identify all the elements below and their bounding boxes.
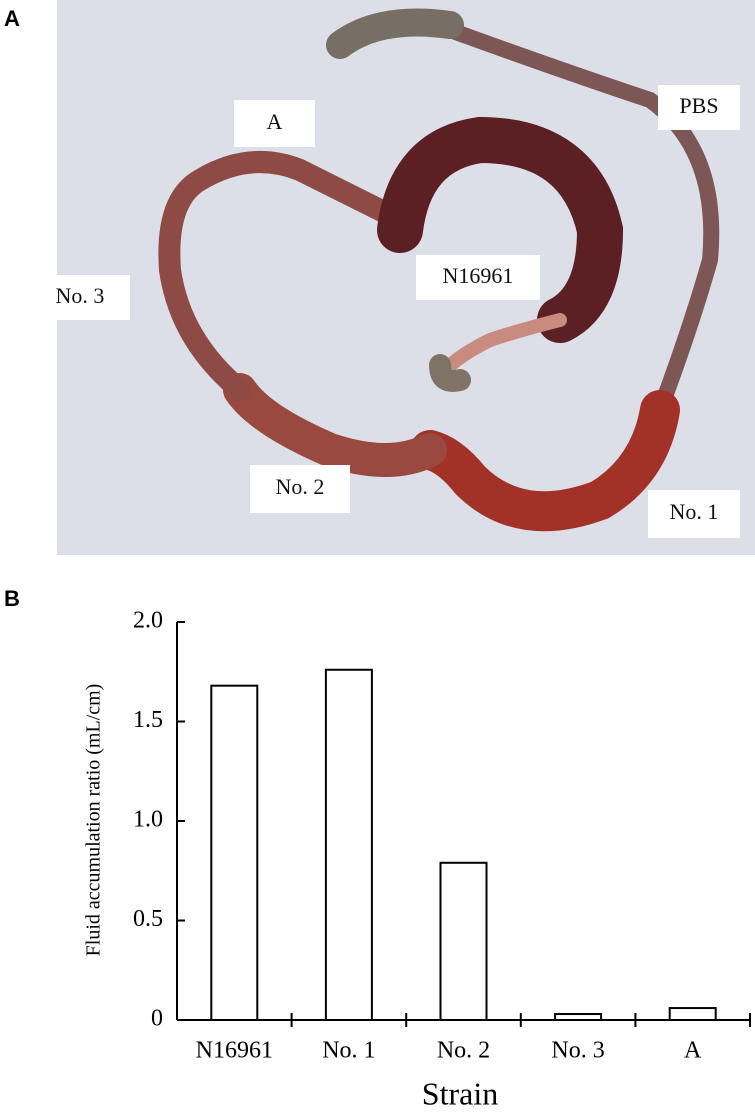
label-box xyxy=(234,100,315,147)
panel-letter: B xyxy=(4,586,20,611)
x-tick-label: A xyxy=(684,1038,702,1064)
photo-label: No. 1 xyxy=(670,499,719,524)
x-axis-label: Strain xyxy=(422,1075,498,1111)
y-tick-label: 1.5 xyxy=(133,707,163,733)
x-tick-label: N16961 xyxy=(196,1038,273,1064)
y-axis-label: Fluid accumulation ratio (mL/cm) xyxy=(83,684,105,957)
panel-letter: A xyxy=(4,6,20,31)
photo: A PBS N16961 No. 3 No. 2 No. 1 xyxy=(30,0,755,555)
x-tick-label: No. 1 xyxy=(322,1038,375,1064)
bar xyxy=(210,684,259,1021)
bar xyxy=(668,1007,717,1021)
bar xyxy=(324,668,373,1021)
photo-label: No. 3 xyxy=(56,283,105,308)
y-tick-label: 0.5 xyxy=(133,906,163,932)
intestine xyxy=(158,8,720,532)
photo-label: N16961 xyxy=(443,263,514,288)
x-tick-label: No. 2 xyxy=(437,1038,490,1064)
label-box xyxy=(416,255,540,300)
label-box xyxy=(30,275,130,320)
bar xyxy=(439,861,488,1021)
bar xyxy=(554,1013,603,1022)
photo-label: PBS xyxy=(679,93,718,118)
x-tick-label: No. 3 xyxy=(551,1038,604,1064)
photo-label: No. 2 xyxy=(276,474,325,499)
y-tick-label: 2.0 xyxy=(133,608,163,634)
label-box xyxy=(658,85,740,130)
photo-labels: A PBS N16961 No. 3 No. 2 No. 1 xyxy=(30,85,740,538)
label-box xyxy=(250,465,350,513)
label-box xyxy=(648,490,740,538)
y-tick-label: 1.0 xyxy=(133,807,163,833)
photo-label: A xyxy=(267,109,283,134)
y-tick-label: 0 xyxy=(151,1006,163,1032)
